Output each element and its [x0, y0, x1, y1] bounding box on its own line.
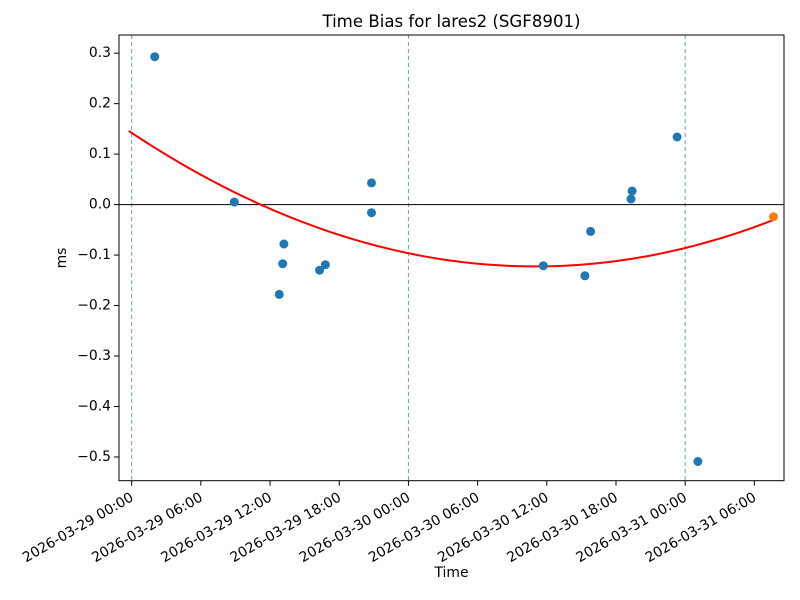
x-tick-label: 2026-03-29 00:00: [20, 490, 136, 566]
observed-bias-point: [278, 259, 288, 269]
observed-bias-point: [150, 52, 160, 62]
y-axis-label: ms: [54, 247, 70, 269]
observed-bias-point: [672, 132, 682, 142]
y-tick-label: −0.1: [77, 247, 111, 263]
observed-bias-point: [586, 226, 596, 236]
chart-title: Time Bias for lares2 (SGF8901): [322, 12, 581, 31]
observed-bias-point: [274, 289, 284, 299]
observed-bias-point: [367, 178, 376, 188]
y-tick-label: −0.4: [77, 399, 111, 415]
y-tick-label: −0.3: [77, 348, 111, 364]
observed-bias-point: [367, 208, 376, 218]
observed-bias-point: [538, 261, 548, 271]
y-tick-label: −0.5: [77, 449, 111, 465]
observed-bias-point: [626, 194, 636, 204]
observed-bias-point: [580, 271, 590, 281]
observed-bias-point: [315, 265, 325, 275]
plot-border: [118, 34, 785, 482]
observed-bias-point: [229, 197, 239, 207]
observed-bias-point: [279, 239, 289, 249]
y-tick-label: 0.0: [89, 197, 111, 213]
observed-bias-point: [320, 260, 330, 270]
predicted-bias-point: [769, 212, 778, 222]
y-tick-label: 0.2: [89, 96, 111, 112]
y-tick-label: −0.2: [77, 298, 111, 314]
observed-bias-point: [693, 457, 703, 466]
polynomial-fit-curve: [128, 130, 775, 268]
y-tick-label: 0.1: [89, 146, 111, 162]
observed-bias-point: [627, 186, 637, 196]
x-axis-label: Time: [434, 565, 469, 581]
y-tick-label: 0.3: [89, 45, 111, 61]
